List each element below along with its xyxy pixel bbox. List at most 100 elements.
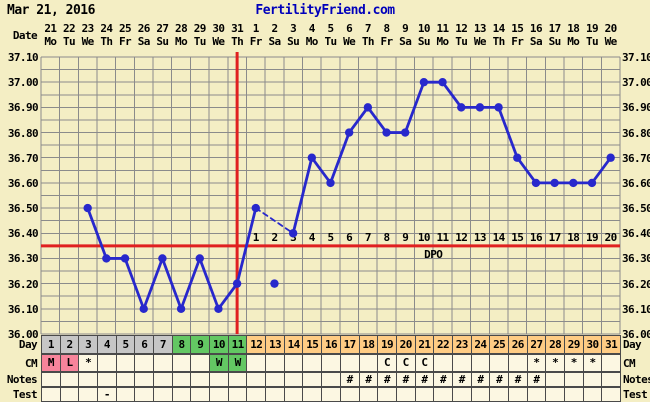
- temp-point[interactable]: [251, 203, 260, 213]
- cycle-day-cell[interactable]: 5: [115, 335, 136, 354]
- weekday-cell: Sa: [399, 35, 412, 48]
- cycle-day-cell[interactable]: 7: [153, 335, 173, 354]
- temp-point-discarded[interactable]: [270, 279, 279, 288]
- cycle-day-cell[interactable]: 6: [134, 335, 155, 354]
- cycle-day-cell[interactable]: 2: [59, 335, 80, 354]
- date-cell: 23: [81, 22, 95, 35]
- temp-point[interactable]: [587, 178, 597, 188]
- temp-point[interactable]: [344, 128, 354, 137]
- weekday-cell: Th: [231, 35, 244, 48]
- cycle-day-cell[interactable]: 14: [283, 335, 304, 354]
- cycle-day-cell[interactable]: 24: [470, 335, 491, 354]
- cycle-day-cell[interactable]: 29: [563, 335, 584, 354]
- temp-point[interactable]: [363, 103, 373, 112]
- test-cell: [545, 387, 565, 402]
- temp-point[interactable]: [176, 304, 186, 314]
- temp-line-segment: [86, 206, 108, 260]
- cycle-day-cell[interactable]: 21: [414, 335, 435, 354]
- weekday-cell: Sa: [529, 35, 543, 48]
- date-cell: 16: [529, 22, 543, 35]
- temp-point[interactable]: [569, 178, 578, 188]
- cycle-day-cell[interactable]: 30: [582, 335, 603, 354]
- cycle-day-cell[interactable]: 28: [545, 335, 565, 354]
- temp-line-segment: [366, 105, 388, 134]
- temp-point[interactable]: [419, 77, 429, 87]
- temp-point[interactable]: [438, 77, 447, 87]
- cm-cell: [283, 354, 304, 372]
- temp-point[interactable]: [307, 153, 317, 162]
- temp-point[interactable]: [513, 153, 522, 162]
- cycle-day-cell[interactable]: 23: [451, 335, 472, 354]
- temp-point[interactable]: [120, 254, 130, 263]
- cycle-day-cell[interactable]: 17: [339, 335, 360, 354]
- cm-cell: M: [41, 354, 61, 372]
- cycle-day-cell[interactable]: 9: [190, 335, 211, 354]
- date-cell: 6: [346, 22, 353, 35]
- temp-point[interactable]: [195, 254, 204, 263]
- cycle-day-cell[interactable]: 10: [209, 335, 229, 354]
- temp-point[interactable]: [214, 304, 223, 314]
- temp-point[interactable]: [475, 103, 485, 112]
- cycle-day-cell[interactable]: 20: [395, 335, 416, 354]
- cycle-day-cell[interactable]: 16: [321, 335, 341, 354]
- temp-point[interactable]: [288, 229, 298, 238]
- date-cell: 11: [436, 22, 450, 35]
- notes-cell: [97, 372, 117, 387]
- cycle-day-cell[interactable]: 18: [358, 335, 379, 354]
- weekday-cell: Mo: [567, 35, 580, 48]
- temp-point[interactable]: [401, 128, 410, 137]
- cycle-day-cell[interactable]: 25: [489, 335, 509, 354]
- cm-cell: W: [209, 354, 229, 372]
- temp-tick-label: 36.30: [622, 252, 650, 266]
- temp-point[interactable]: [158, 254, 167, 263]
- site-title-link[interactable]: FertilityFriend.com: [255, 3, 395, 18]
- cycle-day-cell[interactable]: 12: [246, 335, 267, 354]
- cycle-day-cell[interactable]: 22: [433, 335, 453, 354]
- cycle-day-cell[interactable]: 4: [97, 335, 117, 354]
- cycle-day-cell[interactable]: 1: [41, 335, 61, 354]
- temp-point[interactable]: [606, 153, 615, 162]
- cycle-day-cell[interactable]: 31: [601, 335, 621, 354]
- test-cell: [115, 387, 136, 402]
- weekday-cell: Mo: [175, 35, 188, 48]
- cycle-day-cell[interactable]: 19: [377, 335, 397, 354]
- temp-point[interactable]: [102, 254, 111, 263]
- temp-point[interactable]: [232, 279, 242, 288]
- temp-line-segment: [161, 257, 183, 311]
- cm-cell: [265, 354, 285, 372]
- dpo-number: 11: [437, 231, 450, 244]
- temp-point[interactable]: [494, 103, 503, 112]
- temp-line-segment: [515, 156, 538, 185]
- test-cell: [190, 387, 211, 402]
- temp-point[interactable]: [139, 304, 148, 314]
- date-cell: 4: [308, 22, 316, 35]
- date-cell: 21: [44, 22, 57, 35]
- cycle-day-cell[interactable]: 3: [78, 335, 99, 354]
- temp-point[interactable]: [382, 128, 391, 137]
- dpo-number: 2: [271, 231, 277, 244]
- test-cell: [433, 387, 453, 402]
- notes-cell: #: [451, 372, 472, 387]
- cm-cell: [489, 354, 509, 372]
- test-cell: [507, 387, 528, 402]
- temp-tick-label: 36.10: [622, 302, 650, 316]
- cycle-day-cell[interactable]: 27: [526, 335, 547, 354]
- temp-point[interactable]: [83, 203, 92, 213]
- temp-point[interactable]: [457, 103, 466, 112]
- temp-tick-label: 36.60: [622, 176, 650, 190]
- cycle-day-cell[interactable]: 15: [302, 335, 323, 354]
- dpo-number: 9: [402, 231, 408, 244]
- bbt-chart-plot[interactable]: 1234567891011121314151617181920DPO: [40, 52, 621, 335]
- date-cell: 26: [137, 22, 151, 35]
- temp-point[interactable]: [531, 178, 541, 188]
- test-cell: [209, 387, 229, 402]
- temp-point[interactable]: [550, 178, 559, 188]
- cycle-day-cell[interactable]: 8: [171, 335, 192, 354]
- cycle-day-cell[interactable]: 11: [227, 335, 248, 354]
- cycle-day-cell[interactable]: 26: [507, 335, 528, 354]
- dpo-number: 12: [455, 231, 467, 244]
- temp-point[interactable]: [326, 178, 335, 188]
- test-cell: [377, 387, 397, 402]
- cycle-day-cell[interactable]: 13: [265, 335, 285, 354]
